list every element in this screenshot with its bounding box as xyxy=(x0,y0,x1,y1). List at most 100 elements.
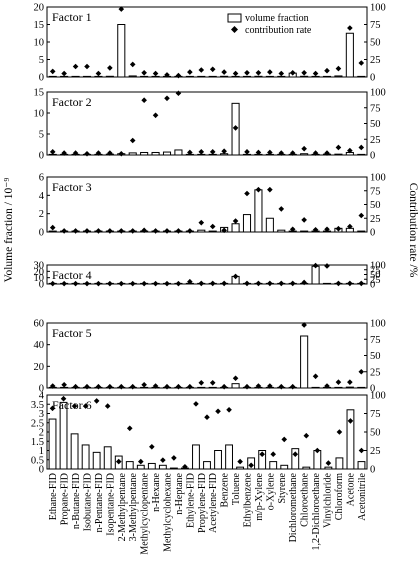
panel-frame xyxy=(46,322,368,389)
contribution-rate-marker xyxy=(175,280,182,287)
contribution-rate-marker xyxy=(118,228,125,234)
left-tick-label: 20 xyxy=(34,362,45,373)
volume-fraction-bar xyxy=(357,230,366,233)
contribution-rate-marker xyxy=(289,70,296,76)
contribution-rate-marker xyxy=(175,228,182,234)
right-tick-label: 100 xyxy=(370,261,386,272)
contribution-rate-marker xyxy=(232,125,239,131)
right-tick-label: 50 xyxy=(370,351,381,362)
contribution-rate-marker xyxy=(358,368,365,375)
volume-fraction-bar xyxy=(117,24,126,78)
volume-fraction-bar xyxy=(140,75,149,78)
volume-fraction-bar xyxy=(300,230,309,233)
category-label: n-Heptane xyxy=(174,472,185,514)
category-label: Chloroform xyxy=(334,473,345,520)
left-tick-label: 3 xyxy=(39,409,44,420)
category-label: Propane-FID xyxy=(60,473,71,525)
contribution-rate-marker xyxy=(107,228,113,234)
contribution-rate-marker xyxy=(255,149,262,156)
right-tick-label: 75 xyxy=(370,103,381,114)
category-label: o-Xylene xyxy=(265,472,276,510)
panel-5: 0 20 40 60 0 25 50 75 100 Factor 5 xyxy=(34,319,386,395)
contribution-rate-marker xyxy=(198,280,205,287)
contribution-rate-marker xyxy=(152,383,159,389)
contribution-rate-marker xyxy=(164,383,170,390)
volume-fraction-bar xyxy=(277,229,286,233)
contribution-rate-marker xyxy=(270,451,277,457)
volume-fraction-bar xyxy=(345,386,354,389)
contribution-rate-marker xyxy=(281,436,288,443)
right-tick-label: 50 xyxy=(370,38,381,49)
contribution-rate-marker xyxy=(232,70,239,77)
contribution-rate-marker xyxy=(221,383,227,390)
volume-fraction-bar xyxy=(94,75,103,78)
panel-frame xyxy=(46,176,368,233)
right-tick-label: 0 xyxy=(370,228,375,239)
contribution-rate-marker xyxy=(95,280,102,287)
volume-fraction-bar xyxy=(335,457,344,470)
contribution-rate-marker xyxy=(187,149,193,156)
category-label: Methylcyclohexane xyxy=(163,472,174,551)
left-tick-label: 0 xyxy=(39,465,44,476)
category-label: Ethylbenzene xyxy=(243,472,254,527)
contribution-rate-marker xyxy=(118,383,125,390)
contribution-rate-marker xyxy=(221,69,227,75)
category-label: 2-Methylpentane xyxy=(117,472,128,541)
category-label: Vinylchloride xyxy=(323,472,334,528)
panel-3: 0 2 4 6 0 25 50 75 100 Factor 3 xyxy=(39,173,386,239)
contribution-rate-marker xyxy=(115,458,122,465)
contribution-rate-marker xyxy=(61,381,67,388)
panel-title: Factor 3 xyxy=(52,180,92,194)
contribution-rate-marker xyxy=(347,379,353,385)
volume-fraction-bar xyxy=(220,75,229,78)
contribution-rate-marker xyxy=(358,212,365,219)
volume-fraction-bar xyxy=(242,75,252,78)
contribution-rate-marker xyxy=(164,95,170,102)
volume-fraction-bar xyxy=(236,466,245,470)
category-label: 3-Methylpentane xyxy=(128,472,139,541)
category-labels: Ethane-FID Propane-FID n-Butane-FID Isobuta… xyxy=(48,472,368,554)
contribution-rate-marker xyxy=(149,444,155,450)
contribution-rate-marker xyxy=(324,226,330,233)
volume-fraction-bar xyxy=(125,461,134,470)
contribution-rate-marker xyxy=(335,379,342,385)
left-tick-label: 0 xyxy=(39,151,44,162)
contribution-rate-marker xyxy=(312,373,319,380)
contribution-rate-marker xyxy=(193,401,199,407)
volume-fraction-bar xyxy=(197,386,206,389)
volume-fraction-bar xyxy=(128,152,137,156)
left-tick-label: 0 xyxy=(39,384,44,395)
category-label: Propylene-FID xyxy=(197,473,208,533)
contribution-rate-marker xyxy=(289,383,296,390)
contribution-rate-marker xyxy=(164,72,170,78)
legend-bar-swatch xyxy=(227,13,242,23)
contribution-rate-marker xyxy=(301,279,307,286)
volume-fraction-bar xyxy=(174,149,183,156)
right-tick-label: 100 xyxy=(370,319,386,330)
contribution-rate-marker xyxy=(267,383,273,389)
left-tick-label: 0 xyxy=(39,280,44,291)
contribution-rate-marker xyxy=(226,407,232,413)
left-tick-label: 0.5 xyxy=(31,455,44,466)
volume-fraction-bar xyxy=(300,335,309,389)
volume-fraction-bar xyxy=(311,265,320,285)
contribution-rate-marker xyxy=(198,67,205,73)
right-tick-label: 25 xyxy=(370,367,381,378)
contribution-rate-marker xyxy=(335,65,342,72)
volume-fraction-bar xyxy=(151,75,160,78)
volume-fraction-bar xyxy=(197,75,206,78)
left-tick-label: 2 xyxy=(39,209,44,220)
contribution-rate-marker xyxy=(255,186,262,193)
volume-fraction-bar xyxy=(231,223,240,233)
contribution-rate-marker xyxy=(126,425,133,432)
category-label: Isobutane-FID xyxy=(83,473,94,531)
contribution-rate-marker xyxy=(244,383,250,390)
volume-fraction-bar xyxy=(162,151,172,156)
volume-fraction-bar xyxy=(322,282,332,285)
category-label: n-Pentane-FID xyxy=(94,473,105,532)
volume-fraction-bar xyxy=(357,75,366,78)
contribution-rate-marker xyxy=(152,112,159,119)
contribution-rate-marker xyxy=(182,463,188,470)
left-tick-label: 15 xyxy=(34,20,45,31)
contribution-rate-marker xyxy=(61,150,67,156)
